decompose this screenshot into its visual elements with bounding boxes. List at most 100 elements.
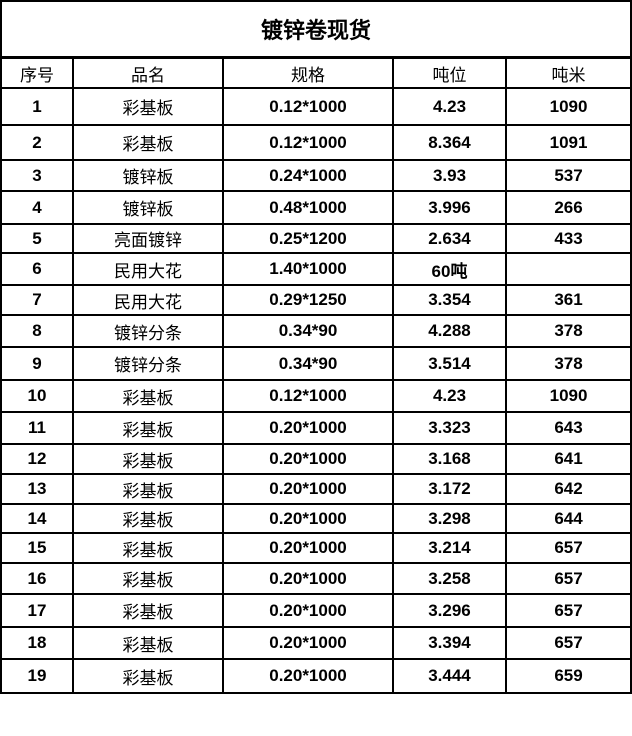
cell-product-name: 彩基板 bbox=[72, 473, 224, 505]
cell-product-name: 彩基板 bbox=[72, 411, 224, 445]
table-title: 镀锌卷现货 bbox=[0, 0, 632, 59]
cell-product-name: 民用大花 bbox=[72, 252, 224, 286]
cell-tonnage: 3.354 bbox=[392, 284, 507, 316]
cell-meters-per-ton: 657 bbox=[504, 532, 632, 564]
cell-meters-per-ton: 1090 bbox=[504, 87, 632, 126]
cell-meters-per-ton: 659 bbox=[504, 658, 632, 694]
cell-row-index: 7 bbox=[0, 284, 74, 316]
cell-row-index: 19 bbox=[0, 658, 74, 694]
cell-tonnage: 3.258 bbox=[392, 562, 507, 595]
cell-row-index: 2 bbox=[0, 124, 74, 161]
cell-spec: 1.40*1000 bbox=[222, 252, 394, 286]
cell-spec: 0.12*1000 bbox=[222, 379, 394, 413]
cell-product-name: 彩基板 bbox=[72, 124, 224, 161]
cell-row-index: 12 bbox=[0, 443, 74, 475]
table-row: 9 镀锌分条 0.34*90 3.514 378 bbox=[0, 346, 632, 381]
cell-tonnage: 3.996 bbox=[392, 190, 507, 225]
cell-tonnage: 3.514 bbox=[392, 346, 507, 381]
stock-table: 镀锌卷现货 序号 品名 规格 吨位 吨米 1 彩基板 0.12*1000 4.23 10… bbox=[0, 0, 632, 694]
cell-spec: 0.29*1250 bbox=[222, 284, 394, 316]
cell-meters-per-ton: 642 bbox=[504, 473, 632, 505]
table-row: 14 彩基板 0.20*1000 3.298 644 bbox=[0, 503, 632, 534]
cell-tonnage: 60吨 bbox=[392, 252, 507, 286]
cell-tonnage: 3.168 bbox=[392, 443, 507, 475]
header-index: 序号 bbox=[0, 56, 74, 89]
cell-product-name: 彩基板 bbox=[72, 532, 224, 564]
cell-row-index: 15 bbox=[0, 532, 74, 564]
cell-row-index: 13 bbox=[0, 473, 74, 505]
cell-meters-per-ton: 641 bbox=[504, 443, 632, 475]
cell-row-index: 3 bbox=[0, 159, 74, 192]
cell-product-name: 彩基板 bbox=[72, 626, 224, 660]
cell-meters-per-ton: 643 bbox=[504, 411, 632, 445]
cell-product-name: 彩基板 bbox=[72, 87, 224, 126]
cell-product-name: 镀锌分条 bbox=[72, 314, 224, 348]
cell-tonnage: 3.323 bbox=[392, 411, 507, 445]
cell-tonnage: 2.634 bbox=[392, 223, 507, 254]
cell-spec: 0.20*1000 bbox=[222, 562, 394, 595]
cell-spec: 0.20*1000 bbox=[222, 593, 394, 628]
cell-meters-per-ton: 657 bbox=[504, 562, 632, 595]
cell-tonnage: 3.444 bbox=[392, 658, 507, 694]
cell-row-index: 16 bbox=[0, 562, 74, 595]
table-row: 10 彩基板 0.12*1000 4.23 1090 bbox=[0, 379, 632, 413]
cell-meters-per-ton: 537 bbox=[504, 159, 632, 192]
cell-tonnage: 3.172 bbox=[392, 473, 507, 505]
table-row: 19 彩基板 0.20*1000 3.444 659 bbox=[0, 658, 632, 694]
cell-spec: 0.12*1000 bbox=[222, 124, 394, 161]
cell-spec: 0.20*1000 bbox=[222, 503, 394, 534]
cell-row-index: 17 bbox=[0, 593, 74, 628]
cell-row-index: 5 bbox=[0, 223, 74, 254]
cell-spec: 0.12*1000 bbox=[222, 87, 394, 126]
cell-tonnage: 4.23 bbox=[392, 87, 507, 126]
cell-row-index: 6 bbox=[0, 252, 74, 286]
header-meters-per-ton: 吨米 bbox=[504, 56, 632, 89]
cell-product-name: 彩基板 bbox=[72, 443, 224, 475]
cell-row-index: 8 bbox=[0, 314, 74, 348]
cell-spec: 0.20*1000 bbox=[222, 473, 394, 505]
header-spec: 规格 bbox=[222, 56, 394, 89]
table-row: 1 彩基板 0.12*1000 4.23 1090 bbox=[0, 87, 632, 126]
table-row: 3 镀锌板 0.24*1000 3.93 537 bbox=[0, 159, 632, 192]
cell-spec: 0.20*1000 bbox=[222, 411, 394, 445]
table-row: 16 彩基板 0.20*1000 3.258 657 bbox=[0, 562, 632, 595]
cell-product-name: 彩基板 bbox=[72, 379, 224, 413]
cell-product-name: 镀锌板 bbox=[72, 190, 224, 225]
table-row: 11 彩基板 0.20*1000 3.323 643 bbox=[0, 411, 632, 445]
cell-product-name: 彩基板 bbox=[72, 658, 224, 694]
cell-tonnage: 3.296 bbox=[392, 593, 507, 628]
cell-spec: 0.20*1000 bbox=[222, 532, 394, 564]
cell-spec: 0.48*1000 bbox=[222, 190, 394, 225]
cell-product-name: 彩基板 bbox=[72, 562, 224, 595]
cell-tonnage: 3.394 bbox=[392, 626, 507, 660]
cell-spec: 0.20*1000 bbox=[222, 443, 394, 475]
cell-product-name: 亮面镀锌 bbox=[72, 223, 224, 254]
cell-product-name: 彩基板 bbox=[72, 503, 224, 534]
cell-meters-per-ton: 657 bbox=[504, 626, 632, 660]
cell-spec: 0.34*90 bbox=[222, 346, 394, 381]
table-row: 4 镀锌板 0.48*1000 3.996 266 bbox=[0, 190, 632, 225]
cell-meters-per-ton: 1090 bbox=[504, 379, 632, 413]
table-row: 18 彩基板 0.20*1000 3.394 657 bbox=[0, 626, 632, 660]
table-row: 2 彩基板 0.12*1000 8.364 1091 bbox=[0, 124, 632, 161]
cell-meters-per-ton: 433 bbox=[504, 223, 632, 254]
cell-tonnage: 3.93 bbox=[392, 159, 507, 192]
cell-meters-per-ton: 378 bbox=[504, 314, 632, 348]
header-tonnage: 吨位 bbox=[392, 56, 507, 89]
header-row: 序号 品名 规格 吨位 吨米 bbox=[0, 56, 632, 89]
cell-row-index: 1 bbox=[0, 87, 74, 126]
cell-meters-per-ton: 378 bbox=[504, 346, 632, 381]
cell-row-index: 11 bbox=[0, 411, 74, 445]
table-row: 12 彩基板 0.20*1000 3.168 641 bbox=[0, 443, 632, 475]
cell-meters-per-ton: 644 bbox=[504, 503, 632, 534]
cell-row-index: 9 bbox=[0, 346, 74, 381]
table-row: 5 亮面镀锌 0.25*1200 2.634 433 bbox=[0, 223, 632, 254]
header-product-name: 品名 bbox=[72, 56, 224, 89]
cell-tonnage: 3.214 bbox=[392, 532, 507, 564]
cell-tonnage: 4.23 bbox=[392, 379, 507, 413]
cell-product-name: 彩基板 bbox=[72, 593, 224, 628]
cell-meters-per-ton: 361 bbox=[504, 284, 632, 316]
cell-tonnage: 8.364 bbox=[392, 124, 507, 161]
cell-row-index: 4 bbox=[0, 190, 74, 225]
cell-meters-per-ton: 1091 bbox=[504, 124, 632, 161]
